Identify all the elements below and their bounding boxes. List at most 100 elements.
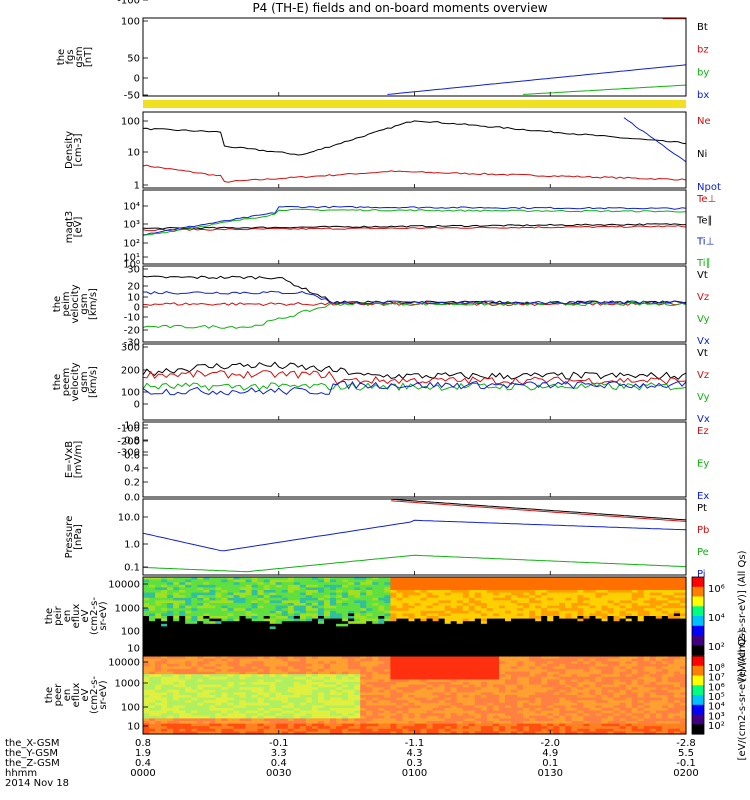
- heatmap-cell: [655, 610, 663, 614]
- heatmap-cell: [571, 597, 578, 601]
- heatmap-cell: [269, 644, 277, 648]
- heatmap-cell: [366, 639, 373, 643]
- heatmap-cell: [342, 595, 349, 599]
- heatmap-cell: [360, 661, 367, 665]
- heatmap-cell: [541, 723, 548, 727]
- heatmap-cell: [607, 577, 615, 581]
- heatmap-cell: [505, 605, 512, 609]
- heatmap-cell: [577, 577, 584, 581]
- heatmap-cell: [450, 597, 458, 601]
- heatmap-cell: [426, 728, 434, 732]
- heatmap-cell: [167, 631, 174, 635]
- heatmap-cell: [480, 600, 488, 604]
- heatmap-cell: [305, 723, 313, 727]
- heatmap-cell: [336, 605, 343, 609]
- heatmap-cell: [474, 605, 482, 609]
- heatmap-cell: [155, 587, 162, 591]
- heatmap-cell: [535, 649, 542, 653]
- heatmap-cell: [227, 708, 235, 712]
- heatmap-cell: [631, 595, 639, 599]
- heatmap-cell: [257, 577, 265, 581]
- heatmap-cell: [251, 656, 259, 660]
- heatmap-cell: [287, 610, 295, 614]
- heatmap-cell: [324, 656, 331, 660]
- heatmap-cell: [305, 710, 313, 714]
- series-density-Npot: [623, 117, 687, 163]
- heatmap-cell: [547, 631, 554, 635]
- heatmap-cell: [269, 721, 277, 725]
- heatmap-cell: [541, 697, 548, 701]
- heatmap-cell: [505, 629, 512, 633]
- heatmap-cell: [348, 679, 355, 683]
- heatmap-cell: [396, 610, 403, 614]
- heatmap-cell: [161, 626, 168, 630]
- y-label-line: the: [52, 374, 63, 390]
- heatmap-cell: [408, 621, 416, 625]
- heatmap-cell: [505, 613, 512, 617]
- heatmap-cell: [354, 666, 361, 670]
- heatmap-cell: [402, 579, 409, 583]
- heatmap-cell: [372, 663, 379, 667]
- heatmap-cell: [372, 616, 379, 620]
- heatmap-cell: [444, 584, 452, 588]
- heatmap-cell: [384, 705, 391, 709]
- heatmap-cell: [372, 613, 379, 617]
- heatmap-cell: [438, 674, 446, 678]
- heatmap-cell: [680, 577, 687, 581]
- heatmap-cell: [354, 595, 361, 599]
- heatmap-cell: [661, 623, 669, 627]
- heatmap-cell: [474, 613, 482, 617]
- heatmap-cell: [480, 623, 488, 627]
- heatmap-cell: [456, 728, 464, 732]
- heatmap-cell: [203, 674, 210, 678]
- heatmap-cell: [499, 623, 506, 627]
- heatmap-cell: [167, 687, 174, 691]
- heatmap-cell: [396, 608, 403, 612]
- heatmap-cell: [191, 661, 198, 665]
- heatmap-cell: [661, 629, 669, 633]
- heatmap-cell: [474, 590, 482, 594]
- heatmap-cell: [649, 639, 657, 643]
- chart-title: P4 (TH-E) fields and on-board moments ov…: [252, 1, 547, 15]
- heatmap-cell: [173, 649, 180, 653]
- heatmap-cell: [517, 708, 524, 712]
- heatmap-cell: [330, 658, 337, 662]
- heatmap-cell: [619, 584, 627, 588]
- heatmap-cell: [643, 605, 651, 609]
- heatmap-cell: [161, 666, 168, 670]
- heatmap-cell: [185, 684, 192, 688]
- heatmap-cell: [402, 647, 409, 651]
- heatmap-cell: [505, 608, 512, 612]
- heatmap-cell: [547, 721, 554, 725]
- heatmap-cell: [505, 621, 512, 625]
- heatmap-cell: [185, 595, 192, 599]
- heatmap-cell: [173, 605, 180, 609]
- heatmap-cell: [143, 676, 150, 680]
- heatmap-cell: [372, 723, 379, 727]
- heatmap-cell: [354, 676, 361, 680]
- heatmap-cell: [311, 639, 319, 643]
- heatmap-cell: [257, 584, 265, 588]
- heatmap-cell: [649, 597, 657, 601]
- heatmap-cell: [215, 661, 222, 665]
- panel-frame: [142, 421, 687, 498]
- heatmap-cell: [541, 618, 548, 622]
- heatmap-cell: [336, 642, 343, 646]
- heatmap-cell: [239, 616, 247, 620]
- heatmap-cell: [366, 634, 373, 638]
- heatmap-cell: [281, 723, 289, 727]
- heatmap-cell: [167, 584, 174, 588]
- heatmap-cell: [474, 634, 482, 638]
- heatmap-cell: [637, 629, 645, 633]
- heatmap-cell: [372, 687, 379, 691]
- heatmap-cell: [324, 715, 331, 719]
- heatmap-cell: [324, 577, 331, 581]
- heatmap-cell: [619, 652, 627, 656]
- heatmap-cell: [221, 623, 228, 627]
- heatmap-cell: [601, 634, 609, 638]
- heatmap-cell: [420, 616, 428, 620]
- heatmap-cell: [480, 661, 488, 665]
- heatmap-cell: [275, 590, 283, 594]
- heatmap-cell: [565, 579, 572, 583]
- heatmap-cell: [324, 692, 331, 696]
